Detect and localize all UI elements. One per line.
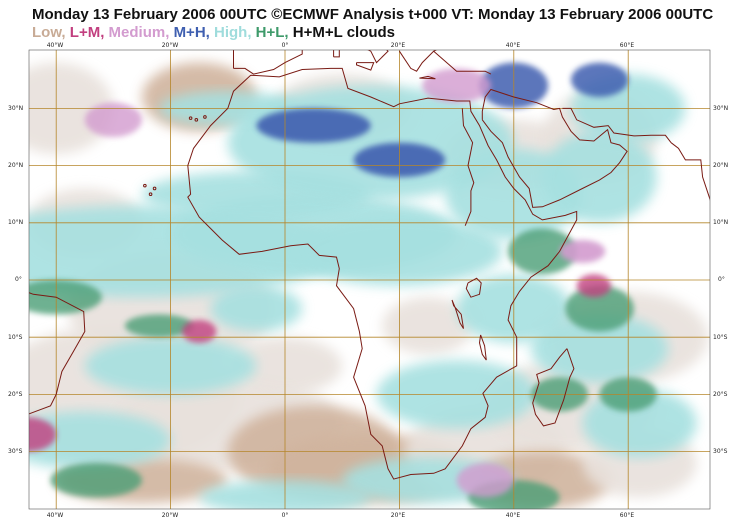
lat-label: 0° — [15, 276, 22, 283]
lat-label: 30°S — [713, 448, 728, 455]
lon-label: 20°E — [391, 42, 406, 49]
lon-label: 20°W — [162, 512, 179, 519]
lon-label: 20°W — [162, 42, 179, 49]
coastlines — [29, 50, 710, 480]
lon-label: 40°W — [47, 512, 64, 519]
lon-label: 60°E — [620, 42, 635, 49]
sicily-coastline — [356, 62, 375, 71]
lat-label: 10°N — [713, 219, 728, 226]
mixed-cloud-patch — [571, 62, 629, 97]
high-cloud-patch — [530, 314, 669, 383]
island — [188, 116, 193, 120]
lat-label: 10°N — [8, 219, 23, 226]
grid-lines — [29, 50, 710, 509]
iberia-coastline — [233, 50, 303, 75]
legend-medium: Medium, — [108, 24, 170, 41]
island — [194, 118, 199, 122]
south-america-coastline — [29, 292, 86, 415]
legend-low: Low, — [32, 24, 66, 41]
lat-label: 10°S — [8, 334, 23, 341]
lon-label: 60°E — [620, 512, 635, 519]
lon-label: 0° — [282, 42, 289, 49]
mixed-cloud-patch — [565, 285, 634, 332]
lake-malawi — [478, 334, 487, 361]
turkey-coastline — [433, 50, 492, 75]
arabia-coastline — [481, 88, 628, 208]
lake-tanganyika — [451, 299, 464, 329]
lat-labels: 30°N 20°N 10°N 0° 10°S 20°S 30°S 30°N 20… — [8, 105, 728, 455]
lat-label: 20°S — [8, 391, 23, 398]
india-coastline — [670, 142, 710, 201]
high-cloud-patch — [29, 411, 171, 469]
iran-coastline — [562, 107, 672, 144]
mixed-cloud-patch — [124, 314, 194, 338]
island — [143, 183, 147, 188]
legend-hml: H+M+L clouds — [292, 24, 396, 41]
mixed-cloud-patch — [29, 280, 102, 315]
lon-label: 40°E — [506, 512, 521, 519]
chart-title: Monday 13 February 2006 00UTC ©ECMWF Ana… — [32, 6, 714, 23]
legend-lm: L+M, — [69, 24, 105, 41]
legend: Low, L+M, Medium, M+H, High, H+L, H+M+L … — [32, 24, 395, 41]
lon-label: 40°W — [47, 42, 64, 49]
mixed-cloud-patch — [576, 274, 612, 298]
nile-river — [461, 108, 475, 226]
mixed-cloud-patch — [50, 463, 143, 498]
africa-coastline — [187, 67, 578, 480]
island — [203, 115, 207, 119]
island — [152, 186, 157, 191]
mixed-cloud-patch — [422, 68, 491, 103]
legend-hl: H+L, — [255, 24, 289, 41]
map-frame — [28, 49, 711, 510]
lat-label: 20°N — [8, 162, 23, 169]
italy-coastline — [367, 50, 389, 64]
lat-label: 30°N — [713, 105, 728, 112]
high-cloud-patch — [542, 131, 657, 223]
lon-label: 20°E — [391, 512, 406, 519]
mixed-cloud-patch — [29, 417, 57, 452]
island — [148, 192, 153, 196]
lat-label: 10°S — [713, 334, 728, 341]
madagascar-coastline — [532, 348, 575, 427]
lon-label: 0° — [282, 512, 289, 519]
sardinia-coastline — [333, 50, 340, 58]
low-cloud-patch — [382, 297, 474, 355]
crete-coastline — [419, 75, 436, 80]
lat-label: 30°N — [8, 105, 23, 112]
lat-label: 20°N — [713, 162, 728, 169]
lon-labels: 40°W 20°W 0° 20°E 40°E 60°E 40°W 20°W 0°… — [47, 42, 635, 519]
lon-label: 40°E — [506, 42, 521, 49]
lake-victoria — [465, 277, 482, 298]
mixed-cloud-patch — [182, 320, 217, 343]
mixed-cloud-patch — [508, 228, 577, 275]
mixed-cloud-patch — [456, 463, 514, 498]
lat-label: 20°S — [713, 391, 728, 398]
mixed-cloud-patch — [84, 102, 142, 137]
mixed-cloud-patch — [559, 239, 606, 263]
mixed-cloud-patch — [256, 108, 371, 143]
lat-label: 30°S — [8, 448, 23, 455]
high-cloud-patch — [210, 285, 303, 332]
lat-label: 0° — [718, 276, 725, 283]
legend-mh: M+H, — [173, 24, 210, 41]
legend-high: High, — [214, 24, 252, 41]
